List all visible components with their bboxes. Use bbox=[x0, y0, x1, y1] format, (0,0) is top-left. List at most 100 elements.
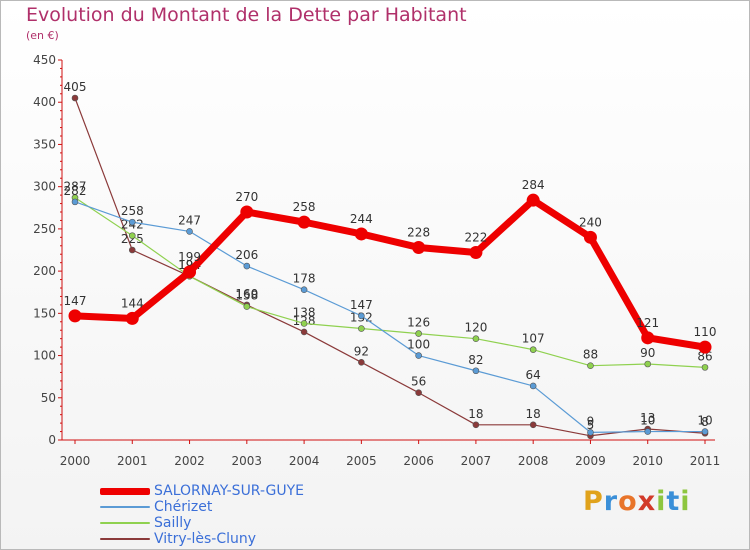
data-label: 247 bbox=[178, 213, 201, 227]
data-point bbox=[243, 303, 251, 310]
data-label: 158 bbox=[235, 289, 258, 303]
logo-letter: i bbox=[680, 486, 691, 517]
data-point bbox=[701, 428, 709, 435]
data-label: 287 bbox=[64, 180, 87, 194]
x-tick-label: 2005 bbox=[346, 454, 377, 468]
legend-item: Chérizet bbox=[100, 499, 304, 515]
data-label: 138 bbox=[293, 305, 316, 319]
data-point bbox=[641, 331, 655, 345]
data-point bbox=[698, 340, 712, 354]
data-point bbox=[472, 421, 480, 429]
data-point bbox=[125, 311, 139, 325]
data-label: 82 bbox=[468, 353, 483, 367]
data-point bbox=[354, 227, 368, 241]
logo-letter: r bbox=[603, 486, 619, 517]
x-tick-label: 2007 bbox=[461, 454, 492, 468]
data-point bbox=[68, 309, 82, 323]
x-tick-label: 2006 bbox=[403, 454, 434, 468]
x-tick-label: 2010 bbox=[632, 454, 663, 468]
legend-label: SALORNAY-SUR-GUYE bbox=[154, 483, 305, 499]
data-label: 199 bbox=[178, 250, 201, 264]
x-tick-label: 2001 bbox=[117, 454, 148, 468]
y-tick-label: 150 bbox=[33, 306, 56, 320]
chart-title: Evolution du Montant de la Dette par Hab… bbox=[26, 4, 467, 26]
x-tick-label: 2002 bbox=[174, 454, 205, 468]
legend-swatch bbox=[100, 487, 150, 495]
x-tick-label: 2011 bbox=[690, 454, 721, 468]
data-label: 10 bbox=[640, 414, 655, 428]
x-tick-label: 2003 bbox=[232, 454, 263, 468]
data-label: 110 bbox=[694, 325, 717, 339]
data-point bbox=[183, 265, 197, 279]
legend-swatch bbox=[100, 538, 150, 540]
data-label: 160 bbox=[235, 287, 258, 301]
legend-item: Sailly bbox=[100, 515, 304, 531]
data-point bbox=[128, 232, 136, 239]
data-point bbox=[71, 94, 79, 102]
legend-swatch bbox=[100, 506, 150, 508]
data-point bbox=[587, 429, 594, 436]
y-tick-label: 100 bbox=[33, 349, 56, 363]
data-point bbox=[412, 240, 426, 254]
y-tick-label: 0 bbox=[48, 433, 56, 447]
logo-letter: P bbox=[583, 486, 604, 517]
data-point bbox=[529, 421, 537, 429]
data-label: 147 bbox=[350, 298, 373, 312]
data-label: 5 bbox=[587, 418, 595, 432]
x-tick-label: 2009 bbox=[575, 454, 606, 468]
y-tick-label: 400 bbox=[33, 95, 56, 109]
y-tick-label: 300 bbox=[33, 180, 56, 194]
data-label: 100 bbox=[407, 338, 430, 352]
legend-label: Vitry-lès-Cluny bbox=[154, 531, 257, 547]
data-point bbox=[644, 360, 652, 368]
data-point bbox=[529, 382, 537, 390]
series-line bbox=[74, 196, 706, 351]
data-label: 258 bbox=[121, 204, 144, 218]
data-label: 121 bbox=[636, 316, 659, 330]
y-tick-label: 200 bbox=[33, 264, 56, 278]
data-point bbox=[128, 246, 136, 254]
data-label: 206 bbox=[235, 248, 258, 262]
x-tick-label: 2000 bbox=[60, 454, 91, 468]
data-point bbox=[583, 230, 597, 244]
y-tick-label: 50 bbox=[41, 391, 56, 405]
logo-letter: t bbox=[666, 486, 681, 517]
data-label: 9 bbox=[587, 414, 595, 428]
data-point bbox=[701, 364, 709, 371]
data-label: 282 bbox=[64, 184, 87, 198]
data-label: 13 bbox=[640, 411, 655, 425]
data-label: 56 bbox=[411, 375, 426, 389]
data-label: 222 bbox=[464, 231, 487, 245]
data-point bbox=[415, 389, 422, 397]
data-point bbox=[358, 312, 365, 320]
series-line bbox=[74, 97, 706, 437]
data-label: 240 bbox=[579, 215, 602, 229]
data-label: 88 bbox=[583, 348, 598, 362]
series-line bbox=[74, 197, 706, 368]
data-label: 120 bbox=[464, 321, 487, 335]
data-point bbox=[71, 198, 79, 206]
data-label: 64 bbox=[526, 368, 541, 382]
data-point bbox=[297, 215, 311, 229]
data-point bbox=[472, 335, 480, 342]
y-tick-label: 250 bbox=[33, 222, 56, 236]
data-point bbox=[300, 286, 308, 293]
data-label: 228 bbox=[407, 225, 430, 239]
data-label: 405 bbox=[64, 80, 87, 94]
data-label: 18 bbox=[526, 407, 541, 421]
chart-subtitle: (en €) bbox=[26, 29, 59, 42]
data-label: 107 bbox=[522, 332, 545, 346]
data-label: 144 bbox=[121, 296, 144, 310]
data-label: 178 bbox=[293, 272, 316, 286]
legend-label: Chérizet bbox=[154, 499, 213, 515]
data-point bbox=[128, 218, 136, 226]
data-label: 18 bbox=[468, 407, 483, 421]
data-label: 90 bbox=[640, 346, 655, 360]
x-tick-label: 2004 bbox=[289, 454, 320, 468]
data-label: 225 bbox=[121, 232, 144, 246]
y-tick-label: 450 bbox=[33, 53, 56, 67]
data-point bbox=[472, 367, 480, 375]
legend-label: Sailly bbox=[154, 515, 192, 531]
data-point bbox=[358, 325, 365, 332]
